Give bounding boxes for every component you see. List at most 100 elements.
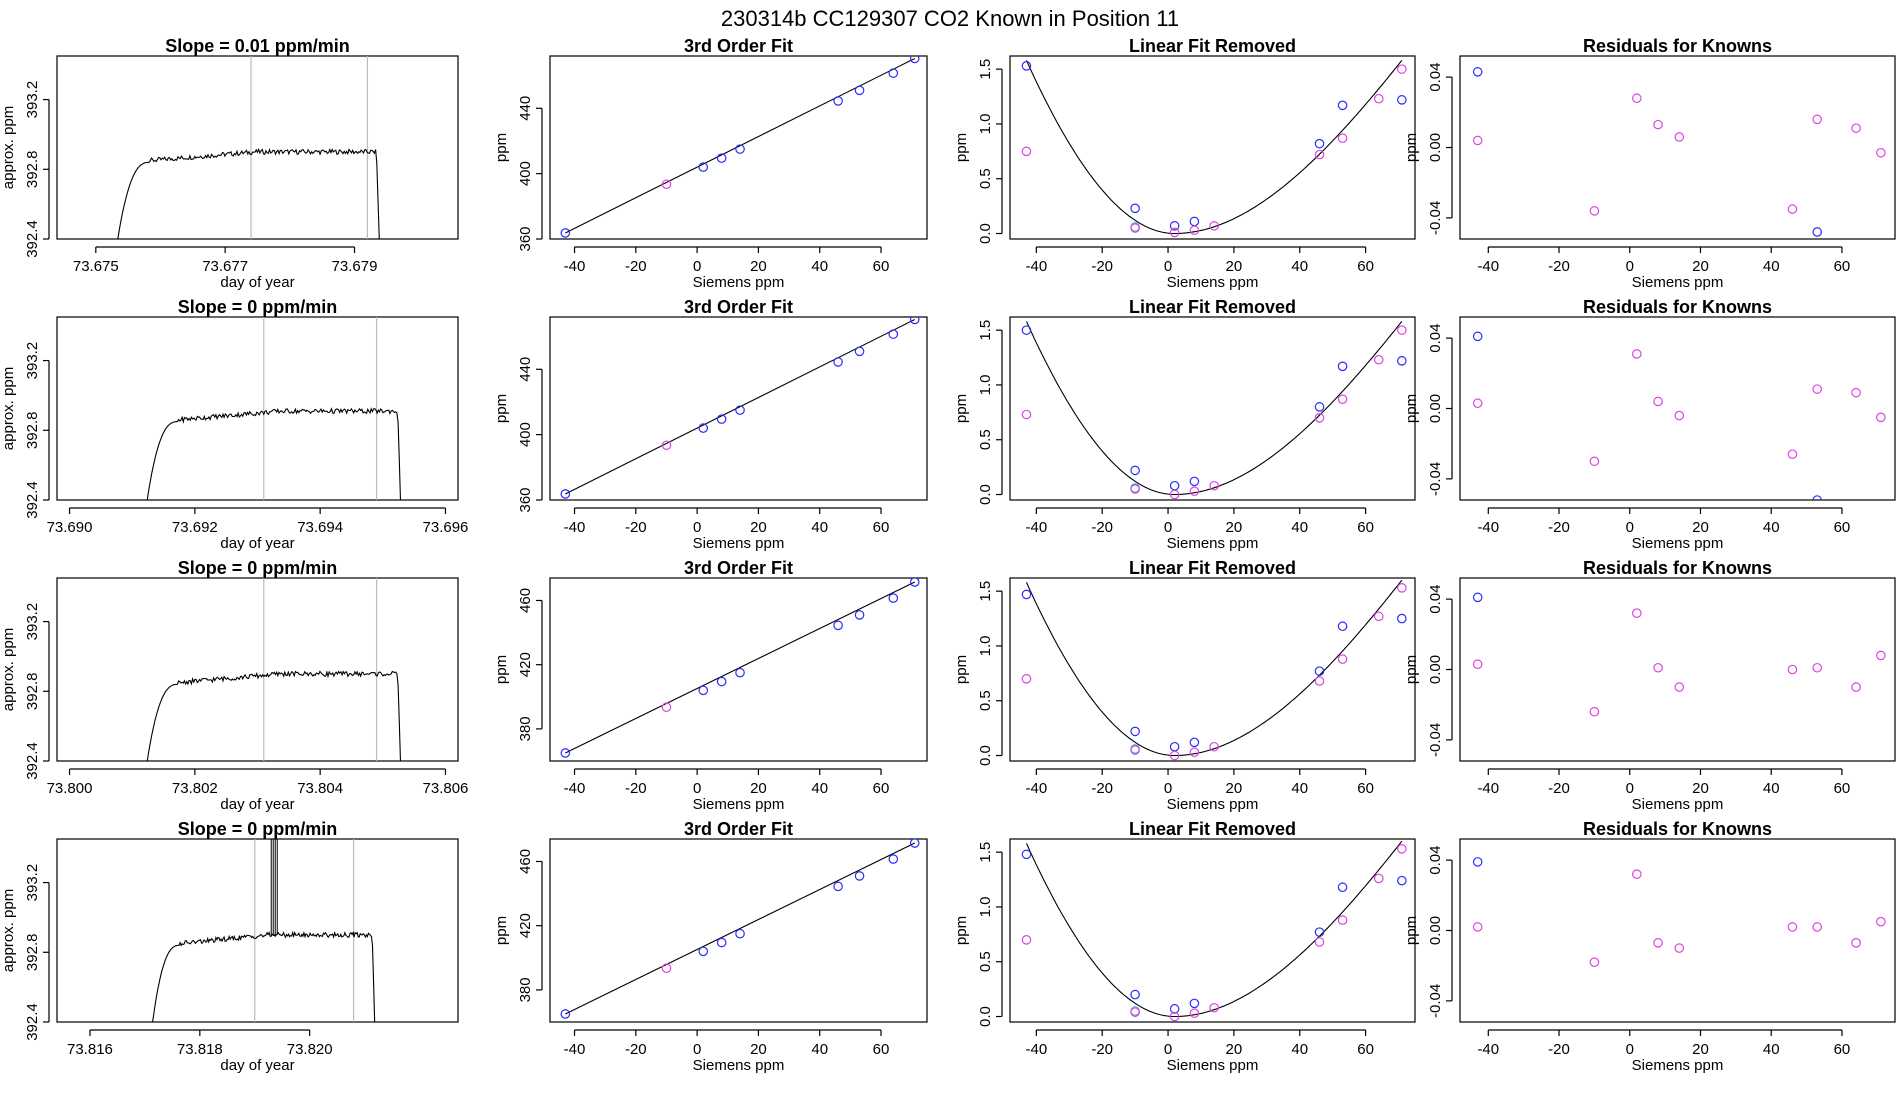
panel-title: Residuals for Knowns	[1583, 297, 1772, 317]
x-tick-label: 73.820	[287, 1041, 333, 1058]
plot-area	[146, 578, 402, 761]
x-tick-label: 73.806	[423, 780, 469, 797]
x-tick-label: 40	[1763, 780, 1780, 797]
data-point-blue	[1397, 875, 1407, 886]
data-point-blue	[1337, 100, 1348, 111]
x-axis-label: Siemens ppm	[1632, 1057, 1724, 1074]
panel-1-4: Residuals for Knowns -40 -20 0 20 40 60 Siemens…	[1403, 36, 1896, 291]
y-tick-label: -0.04	[1427, 723, 1444, 757]
data-point-blue	[1397, 613, 1407, 624]
fit-line	[565, 581, 915, 754]
concentration-trace	[146, 670, 402, 761]
data-point-magenta	[1851, 123, 1861, 133]
data-point-magenta	[1169, 489, 1180, 500]
x-tick-label: 60	[1357, 1041, 1374, 1058]
plot-frame	[56, 316, 459, 501]
data-point-magenta	[1589, 456, 1600, 467]
data-point-magenta	[1021, 935, 1032, 945]
panel-title: 3rd Order Fit	[684, 297, 793, 317]
y-axis-label: ppm	[493, 916, 510, 945]
plot-area	[560, 317, 920, 499]
fit-curve	[1025, 321, 1403, 496]
data-point-magenta	[1337, 133, 1348, 143]
x-axis-label: Siemens ppm	[1167, 1057, 1259, 1074]
data-point-blue	[888, 854, 899, 864]
y-tick-label: 0.04	[1427, 846, 1444, 875]
data-point-blue	[1337, 882, 1348, 893]
x-tick-label: 40	[811, 1041, 828, 1058]
data-point-magenta	[1130, 223, 1140, 233]
data-point-magenta	[1397, 325, 1407, 335]
y-tick-label: -0.04	[1427, 462, 1444, 496]
data-point-magenta	[1472, 659, 1483, 670]
data-point-blue	[1021, 589, 1032, 600]
x-tick-label: 73.694	[297, 519, 343, 536]
x-tick-label: 20	[1692, 258, 1709, 275]
data-point-magenta	[1169, 750, 1180, 761]
x-tick-label: 40	[811, 258, 828, 275]
data-point-blue	[1472, 331, 1483, 342]
x-tick-label: -40	[1025, 519, 1047, 536]
y-axis-label: ppm	[1403, 655, 1420, 684]
panel-title: Slope = 0 ppm/min	[178, 558, 338, 578]
data-point-magenta	[1589, 706, 1600, 717]
data-point-blue	[735, 405, 745, 415]
plot-area	[1472, 331, 1886, 500]
plot-frame	[1459, 55, 1896, 240]
panel-3-4: Residuals for Knowns -40 -20 0 20 40 60 Siemens…	[1403, 558, 1896, 813]
data-point-magenta	[1021, 146, 1032, 157]
panel-title: Slope = 0.01 ppm/min	[165, 36, 350, 56]
x-tick-label: 40	[1763, 258, 1780, 275]
y-axis-label: ppm	[1403, 916, 1420, 945]
data-point-magenta	[1787, 664, 1798, 675]
x-axis-label: Siemens ppm	[1167, 796, 1259, 813]
plot-area	[1021, 321, 1407, 500]
data-point-blue	[909, 317, 920, 325]
plot-frame	[56, 838, 459, 1023]
data-point-magenta	[1589, 206, 1600, 216]
x-tick-label: -20	[625, 258, 647, 275]
x-tick-label: -20	[1548, 1041, 1570, 1058]
panel-2-2: 3rd Order Fit -40 -20 0 20 40 60 Siemens ppm 360…	[493, 297, 928, 552]
x-tick-label: 20	[750, 780, 767, 797]
data-point-magenta	[1021, 674, 1032, 684]
y-tick-label: 393.2	[24, 603, 41, 641]
x-tick-label: 60	[873, 519, 890, 536]
data-point-magenta	[1189, 1008, 1200, 1019]
panel-title: Slope = 0 ppm/min	[178, 819, 338, 839]
x-tick-label: 60	[873, 1041, 890, 1058]
y-axis-label: ppm	[493, 133, 510, 162]
data-point-blue	[1189, 216, 1200, 227]
data-point-magenta	[1876, 147, 1886, 158]
data-point-magenta	[1209, 741, 1219, 752]
data-point-magenta	[1373, 354, 1384, 365]
x-tick-label: 20	[1692, 519, 1709, 536]
y-tick-label: 420	[517, 652, 534, 677]
x-tick-label: 60	[1357, 780, 1374, 797]
y-tick-label: 1.5	[977, 320, 994, 341]
y-tick-label: 440	[517, 96, 534, 121]
data-point-magenta	[1130, 484, 1140, 494]
data-point-blue	[833, 620, 843, 631]
x-tick-label: -40	[1025, 258, 1047, 275]
x-axis-label: Siemens ppm	[1632, 274, 1724, 291]
panel-3-2: 3rd Order Fit -40 -20 0 20 40 60 Siemens ppm 380…	[493, 558, 928, 813]
y-tick-label: 0.00	[1427, 394, 1444, 423]
data-point-blue	[1169, 741, 1180, 752]
x-axis-label: Siemens ppm	[1167, 535, 1259, 552]
data-point-magenta	[1397, 64, 1407, 74]
x-axis-label: Siemens ppm	[693, 1057, 785, 1074]
data-point-magenta	[1337, 915, 1348, 925]
x-tick-label: 73.802	[172, 780, 218, 797]
y-tick-label: 1.0	[977, 897, 994, 918]
y-tick-label: 0.00	[1427, 655, 1444, 684]
data-point-magenta	[1130, 1007, 1140, 1017]
data-point-magenta	[1397, 583, 1407, 593]
y-tick-label: 392.8	[24, 412, 41, 450]
data-point-blue	[735, 144, 745, 154]
y-tick-label: 392.4	[24, 481, 41, 519]
plot-area	[152, 839, 376, 1022]
y-tick-label: 0.5	[977, 168, 994, 189]
x-tick-label: 20	[1226, 258, 1243, 275]
y-axis-label: ppm	[1403, 133, 1420, 162]
